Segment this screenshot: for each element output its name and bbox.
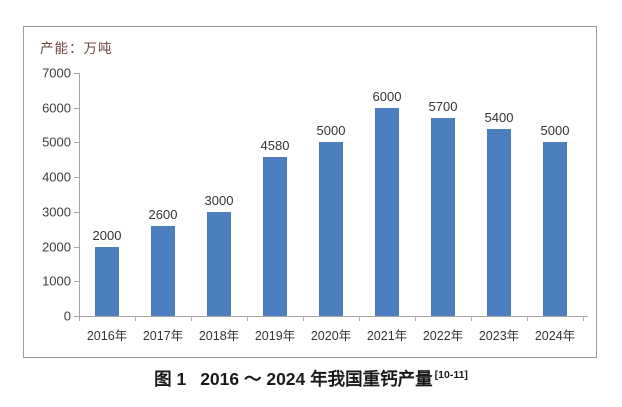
bar-value-label: 3000 xyxy=(204,193,234,208)
x-tick-mark xyxy=(527,317,528,321)
y-tick-mark xyxy=(74,177,79,179)
y-tick-label: 6000 xyxy=(42,100,71,116)
y-tick-mark xyxy=(74,73,79,74)
x-axis-category-label: 2024年 xyxy=(534,329,576,343)
citation-reference: [10-11] xyxy=(434,369,468,382)
bar xyxy=(543,142,567,316)
y-tick-label: 7000 xyxy=(42,65,71,81)
x-tick-mark xyxy=(135,317,136,321)
bar-value-label: 5400 xyxy=(484,110,514,125)
x-axis-category-label: 2017年 xyxy=(142,329,184,343)
y-tick-label: 3000 xyxy=(42,204,71,220)
x-tick-mark xyxy=(415,317,416,321)
y-tick-mark xyxy=(74,211,79,213)
x-tick-mark xyxy=(247,317,248,321)
y-axis-unit-label: 产能：万吨 xyxy=(40,41,113,56)
bar-value-label: 5000 xyxy=(316,123,346,138)
bar xyxy=(431,118,455,316)
y-tick-mark xyxy=(74,281,79,283)
y-tick-label: 1000 xyxy=(42,273,71,289)
x-tick-mark xyxy=(471,317,472,321)
bar xyxy=(263,157,287,316)
bar-value-label: 5700 xyxy=(428,99,458,114)
y-axis xyxy=(79,73,80,316)
bar-value-label: 6000 xyxy=(372,89,402,104)
y-tick-mark xyxy=(74,316,79,317)
x-tick-mark xyxy=(583,317,584,321)
bar xyxy=(487,129,511,316)
y-tick-label: 0 xyxy=(63,308,71,324)
y-tick-label: 2000 xyxy=(42,239,71,255)
bar xyxy=(319,142,343,316)
x-axis-category-label: 2020年 xyxy=(310,329,352,343)
x-tick-mark xyxy=(79,317,80,321)
y-tick-label: 4000 xyxy=(42,169,71,185)
bar xyxy=(95,247,119,316)
bar-value-label: 2600 xyxy=(148,207,178,222)
y-tick-mark xyxy=(74,107,79,109)
figure-caption: 图 1 2016 ～ 2024 年我国重钙产量 [10-11] xyxy=(0,366,622,391)
bar xyxy=(207,212,231,316)
x-tick-mark xyxy=(303,317,304,321)
x-axis-category-label: 2022年 xyxy=(422,329,464,343)
x-axis-category-label: 2018年 xyxy=(198,329,240,343)
figure-number: 图 1 xyxy=(154,369,187,389)
x-axis-category-label: 2023年 xyxy=(478,329,520,343)
plot-area: 0 1000 2000 3000 4000 5000 6000 7000 2000 2016年 26… xyxy=(24,27,596,357)
x-axis-category-label: 2021年 xyxy=(366,329,408,343)
x-tick-mark xyxy=(191,317,192,321)
bar xyxy=(151,226,175,316)
x-axis xyxy=(79,316,588,317)
y-tick-label: 5000 xyxy=(42,134,71,150)
x-axis-category-label: 2016年 xyxy=(86,329,128,343)
bar-value-label: 5000 xyxy=(540,123,570,138)
bar-chart: 产能：万吨 0 1000 2000 3000 4000 5000 6000 7000 2000 2… xyxy=(23,26,597,358)
bar xyxy=(375,108,399,316)
y-tick-mark xyxy=(74,142,79,144)
figure-title: 2016 ～ 2024 年我国重钙产量 xyxy=(200,369,433,389)
x-axis-category-label: 2019年 xyxy=(254,329,296,343)
bar-value-label: 2000 xyxy=(92,228,122,243)
y-tick-mark xyxy=(74,246,79,248)
bar-value-label: 4580 xyxy=(260,138,290,153)
x-tick-mark xyxy=(359,317,360,321)
